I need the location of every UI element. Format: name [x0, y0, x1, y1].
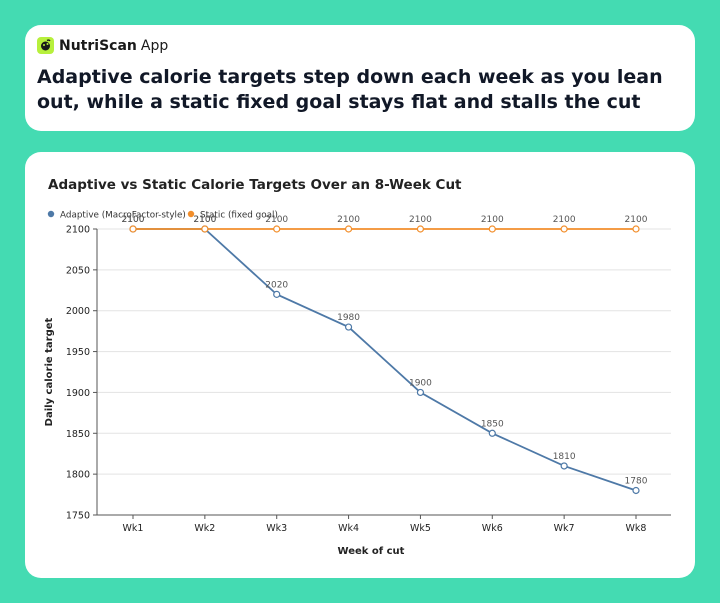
legend-label: Adaptive (MacroFactor-style) — [60, 211, 186, 221]
data-label: 2100 — [553, 215, 576, 225]
legend-marker — [47, 210, 55, 218]
x-tick-label: Wk8 — [626, 523, 647, 534]
data-label: 2100 — [337, 215, 360, 225]
y-tick-label: 2000 — [66, 306, 90, 317]
brand: NutriScan App — [37, 37, 168, 54]
header-card: NutriScan App Adaptive calorie targets s… — [25, 25, 695, 131]
legend-marker — [187, 210, 195, 218]
y-tick-label: 1950 — [66, 347, 90, 358]
data-point — [632, 486, 640, 495]
grid — [97, 228, 671, 516]
data-label: 1900 — [409, 378, 432, 388]
y-tick-label: 2050 — [66, 265, 90, 276]
x-tick-label: Wk4 — [338, 523, 359, 534]
data-label: 2100 — [265, 215, 288, 225]
y-tick-label: 2100 — [66, 225, 90, 236]
data-point — [344, 225, 353, 233]
data-label: 2100 — [409, 215, 432, 225]
data-label: 2100 — [625, 215, 648, 225]
data-point — [129, 225, 137, 233]
axes: 1750 1800 1850 1900 1950 2000 2050 2100 Wk1 Wk2 Wk… — [66, 225, 671, 534]
brand-name: NutriScan — [59, 37, 137, 54]
x-axis-label: Week of cut — [338, 546, 405, 557]
data-label: 2100 — [122, 215, 145, 225]
data-label: 1810 — [553, 452, 576, 462]
data-label: 2100 — [122, 215, 145, 225]
chart-title: Adaptive vs Static Calorie Targets Over … — [48, 177, 462, 193]
data-point — [488, 429, 496, 437]
y-tick-label: 1800 — [66, 470, 90, 481]
chart-card: Adaptive vs Static Calorie Targets Over … — [25, 152, 695, 578]
data-point — [632, 225, 640, 233]
series-line — [133, 228, 637, 492]
x-tick-label: Wk5 — [410, 523, 431, 534]
y-tick-label: 1900 — [66, 388, 90, 399]
data-point — [201, 225, 209, 233]
brand-suffix: App — [140, 37, 169, 54]
y-tick-label: 1750 — [66, 511, 90, 522]
legend: Adaptive (MacroFactor-style) Static (fixe… — [47, 210, 278, 221]
x-tick-label: Wk2 — [194, 523, 215, 534]
data-label: 2100 — [193, 215, 216, 225]
data-point — [344, 323, 353, 331]
data-label: 2020 — [265, 280, 288, 290]
data-point — [560, 225, 568, 233]
data-label: 2100 — [481, 215, 504, 225]
line-chart: Adaptive vs Static Calorie Targets Over … — [44, 177, 671, 557]
data-point — [488, 225, 496, 233]
data-label: 2100 — [193, 215, 216, 225]
data-label: 1850 — [481, 419, 504, 429]
legend-label: Static (fixed goal) — [200, 211, 278, 221]
data-point — [416, 225, 425, 233]
data-point — [560, 462, 568, 470]
x-tick-label: Wk1 — [123, 523, 144, 534]
brand-logo-icon — [37, 37, 54, 54]
data-label: 1980 — [337, 313, 360, 323]
x-tick-label: Wk3 — [266, 523, 287, 534]
x-tick-label: Wk6 — [482, 523, 503, 534]
x-tick-label: Wk7 — [554, 523, 575, 534]
data-point — [273, 290, 281, 298]
y-axis-label: Daily calorie target — [44, 317, 55, 426]
series-layer: 2100 2100 2020 1980 1900 1850 1810 1780 2100 2100… — [122, 215, 648, 495]
data-label: 1780 — [625, 476, 648, 486]
data-point — [273, 225, 281, 233]
y-tick-label: 1850 — [66, 429, 90, 440]
headline: Adaptive calorie targets step down each … — [37, 66, 663, 113]
data-point — [416, 388, 425, 397]
